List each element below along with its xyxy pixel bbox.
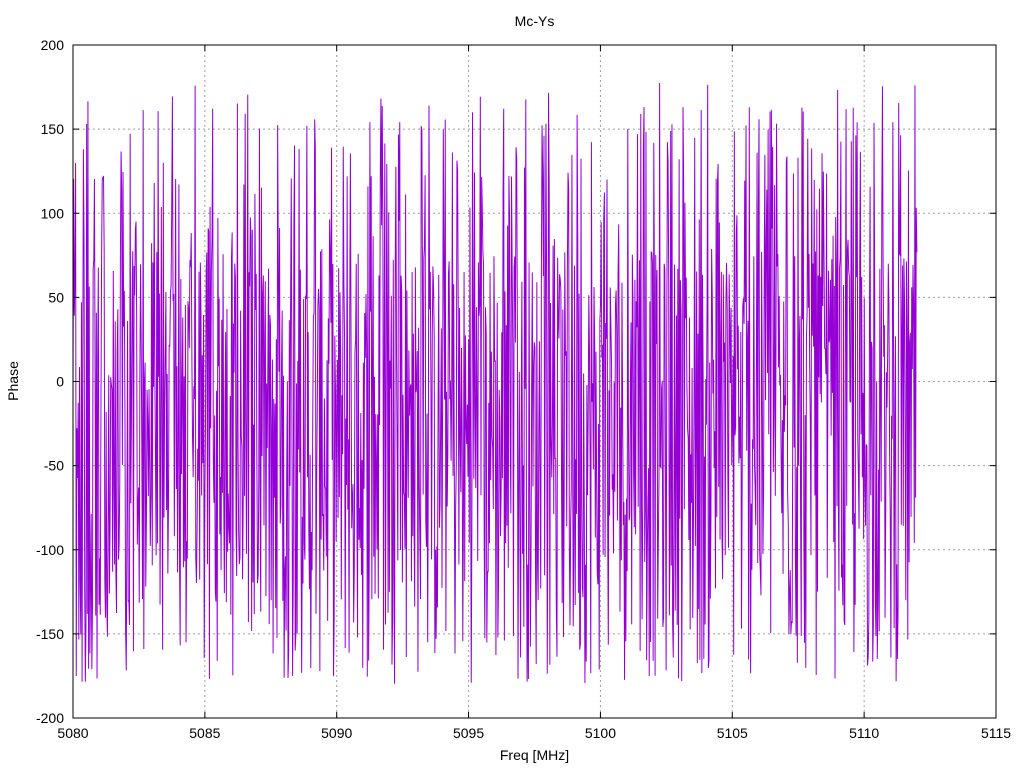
x-tick-label: 5100 <box>585 725 616 741</box>
x-tick-label: 5080 <box>57 725 88 741</box>
y-tick-label: 100 <box>41 205 65 221</box>
x-axis-ticks: 5080 5085 5090 5095 5100 5105 5110 5115 <box>57 45 1011 741</box>
x-tick-label: 5085 <box>189 725 220 741</box>
chart-title: Mc-Ys <box>515 13 555 29</box>
y-tick-label: -100 <box>36 542 64 558</box>
x-tick-label: 5110 <box>849 725 879 741</box>
x-tick-label: 5105 <box>717 725 748 741</box>
x-tick-label: 5095 <box>453 725 484 741</box>
y-tick-label: 50 <box>48 289 64 305</box>
y-tick-label: 150 <box>41 121 65 137</box>
y-tick-label: 200 <box>41 37 65 53</box>
y-axis-label: Phase <box>5 361 21 401</box>
y-tick-label: -50 <box>44 458 64 474</box>
y-axis-ticks: -200 -150 -100 -50 0 50 100 150 200 <box>36 37 996 726</box>
x-tick-label: 5115 <box>981 725 1011 741</box>
y-tick-label: 0 <box>56 374 64 390</box>
x-axis-label: Freq [MHz] <box>500 747 569 763</box>
y-tick-label: -200 <box>36 710 64 726</box>
x-tick-label: 5090 <box>321 725 352 741</box>
series-group <box>72 82 918 684</box>
phase-series-line <box>72 82 918 684</box>
y-tick-label: -150 <box>36 626 64 642</box>
